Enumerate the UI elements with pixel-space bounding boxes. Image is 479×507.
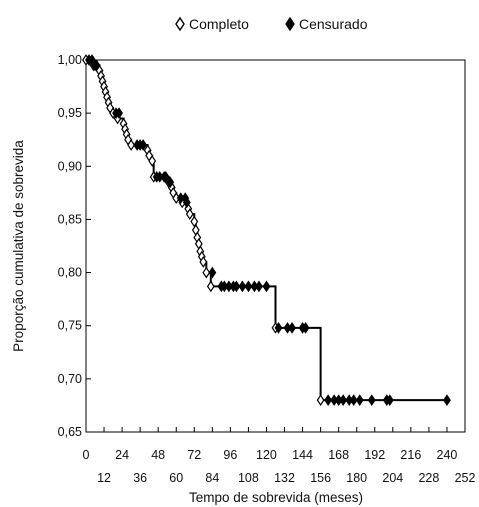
x-tick-label: 60 xyxy=(169,471,183,485)
completo-point xyxy=(127,139,136,151)
completo-point xyxy=(185,208,194,220)
censurado-point xyxy=(244,280,253,293)
x-tick-label: 240 xyxy=(437,448,458,462)
censurado-point xyxy=(182,196,191,209)
x-tick-label: 96 xyxy=(223,448,237,462)
censurado-point xyxy=(232,280,241,293)
censurado-point xyxy=(367,394,376,406)
completo-point xyxy=(206,280,215,293)
censurado-point xyxy=(288,321,296,334)
x-tick-label: 84 xyxy=(205,471,219,485)
censurado-point xyxy=(139,139,148,151)
x-tick-label: 72 xyxy=(187,448,201,462)
x-axis-title: Tempo de sobrevida (meses) xyxy=(189,490,363,505)
y-axis: 0,65 0,70 0,75 0,80 0,85 0,90 0,95 1,00 xyxy=(58,53,91,439)
completo-point xyxy=(199,256,208,268)
y-tick-label: 0,95 xyxy=(58,106,82,120)
y-tick-label: 0,70 xyxy=(58,372,82,386)
y-tick-label: 1,00 xyxy=(58,53,82,67)
censurado-point xyxy=(92,59,101,72)
y-tick-label: 0,85 xyxy=(58,212,82,226)
completo-point xyxy=(202,266,211,279)
censurado-point xyxy=(355,394,364,406)
legend-completo-marker xyxy=(175,16,185,32)
legend-censurado-label: Censurado xyxy=(299,16,368,32)
censurado-point xyxy=(262,280,271,293)
legend: Completo Censurado xyxy=(175,16,368,32)
x-tick-label: 216 xyxy=(400,448,421,462)
y-tick-label: 0,90 xyxy=(58,159,82,173)
x-tick-label: 48 xyxy=(151,448,165,462)
censurado-point xyxy=(339,394,348,406)
x-tick-label: 144 xyxy=(292,448,313,462)
censurado-point xyxy=(255,280,263,293)
y-tick-label: 0,65 xyxy=(58,425,82,439)
x-tick-label: 168 xyxy=(328,448,349,462)
censurado-point xyxy=(385,394,394,406)
x-tick-label: 108 xyxy=(238,471,259,485)
censurado-point xyxy=(115,107,124,120)
censurado-point xyxy=(208,266,217,279)
legend-completo-label: Completo xyxy=(189,16,249,32)
x-tick-label: 0 xyxy=(83,448,90,462)
completo-point xyxy=(190,215,199,228)
survival-step-line xyxy=(86,59,447,402)
x-tick-label: 120 xyxy=(256,448,277,462)
y-tick-label: 0,80 xyxy=(58,266,82,280)
plot-frame xyxy=(85,59,466,433)
censurado-point xyxy=(238,280,247,293)
x-tick-label: 132 xyxy=(274,471,295,485)
x-tick-label: 156 xyxy=(310,471,331,485)
censurado-point xyxy=(443,394,451,406)
censurado-point xyxy=(349,394,358,406)
censurado-point xyxy=(166,176,175,189)
legend-censurado-marker xyxy=(285,16,295,32)
x-tick-label: 24 xyxy=(115,448,129,462)
completo-point xyxy=(316,394,325,406)
y-tick-label: 0,75 xyxy=(58,319,82,333)
x-tick-label: 180 xyxy=(346,471,367,485)
x-tick-label: 252 xyxy=(455,471,476,485)
x-tick-label: 228 xyxy=(418,471,439,485)
x-tick-label: 12 xyxy=(97,471,111,485)
censurado-point xyxy=(274,321,283,334)
x-tick-label: 204 xyxy=(382,471,403,485)
censurado-point xyxy=(161,171,170,183)
x-tick-label: 192 xyxy=(364,448,385,462)
censurado-point xyxy=(301,321,310,334)
completo-point xyxy=(148,155,157,167)
censurado-point xyxy=(324,394,333,406)
y-axis-title: Proporção cumulativa de sobrevida xyxy=(11,140,26,352)
x-tick-label: 36 xyxy=(133,471,147,485)
censurado-series xyxy=(85,54,451,406)
